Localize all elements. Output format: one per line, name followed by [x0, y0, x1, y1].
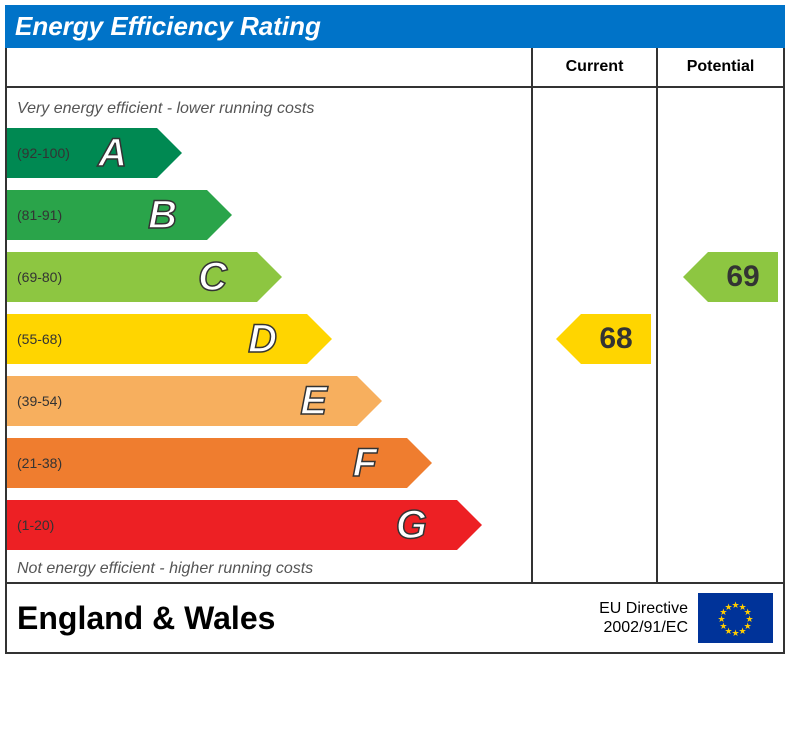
band-letter-a: A	[98, 131, 127, 176]
band-row-c: (69-80)C.band[data-name="band-c"]::after…	[7, 246, 531, 308]
band-range-f: (21-38)	[7, 455, 62, 471]
chart-body: Very energy efficient - lower running co…	[5, 48, 785, 584]
potential-value: 69.arrow-body[data-name="potential-value…	[708, 252, 778, 302]
region-label: England & Wales	[17, 600, 599, 637]
band-letter-c: C	[198, 255, 227, 300]
footer: England & Wales EU Directive 2002/91/EC …	[5, 584, 785, 654]
bands-body: Very energy efficient - lower running co…	[7, 88, 531, 582]
band-letter-d: D	[248, 317, 277, 362]
potential-header: Potential	[658, 48, 783, 88]
band-letter-b: B	[148, 193, 177, 238]
band-row-d: (55-68)D.band[data-name="band-d"]::after…	[7, 308, 531, 370]
eu-flag-icon: ★★★★★★★★★★★★	[698, 593, 773, 643]
potential-column: Potential 69.arrow-body[data-name="poten…	[658, 48, 783, 582]
band-range-b: (81-91)	[7, 207, 62, 223]
band-letter-e: E	[300, 379, 327, 424]
epc-chart: Energy Efficiency Rating Very energy eff…	[5, 5, 785, 654]
directive-label: EU Directive 2002/91/EC	[599, 599, 688, 637]
band-a: (92-100)A.band[data-name="band-a"]::afte…	[7, 128, 157, 178]
band-letter-f: F	[353, 441, 377, 486]
band-f: (21-38)F.band[data-name="band-f"]::after…	[7, 438, 407, 488]
chart-title: Energy Efficiency Rating	[15, 11, 321, 41]
bands-column: Very energy efficient - lower running co…	[7, 48, 533, 582]
title-bar: Energy Efficiency Rating	[5, 5, 785, 48]
current-value: 68.arrow-body[data-name="current-value"]…	[581, 314, 651, 364]
directive-line2: 2002/91/EC	[603, 619, 688, 636]
band-row-a: (92-100)A.band[data-name="band-a"]::afte…	[7, 122, 531, 184]
band-e: (39-54)E.band[data-name="band-e"]::after…	[7, 376, 357, 426]
potential-marker: 69.arrow-body[data-name="potential-value…	[708, 252, 778, 302]
directive-line1: EU Directive	[599, 600, 688, 617]
current-marker: 68.arrow-body[data-name="current-value"]…	[581, 314, 651, 364]
band-range-d: (55-68)	[7, 331, 62, 347]
band-d: (55-68)D.band[data-name="band-d"]::after…	[7, 314, 307, 364]
band-range-c: (69-80)	[7, 269, 62, 285]
band-row-e: (39-54)E.band[data-name="band-e"]::after…	[7, 370, 531, 432]
band-row-f: (21-38)F.band[data-name="band-f"]::after…	[7, 432, 531, 494]
band-row-b: (81-91)B.band[data-name="band-b"]::after…	[7, 184, 531, 246]
band-range-g: (1-20)	[7, 517, 54, 533]
band-c: (69-80)C.band[data-name="band-c"]::after…	[7, 252, 257, 302]
bands-header-spacer	[7, 48, 531, 88]
band-range-a: (92-100)	[7, 145, 70, 161]
band-b: (81-91)B.band[data-name="band-b"]::after…	[7, 190, 207, 240]
current-body: 68.arrow-body[data-name="current-value"]…	[533, 88, 656, 582]
current-column: Current 68.arrow-body[data-name="current…	[533, 48, 658, 582]
current-header: Current	[533, 48, 656, 88]
band-g: (1-20)G.band[data-name="band-g"]::after{…	[7, 500, 457, 550]
band-row-g: (1-20)G.band[data-name="band-g"]::after{…	[7, 494, 531, 556]
inefficient-label: Not energy efficient - higher running co…	[7, 556, 531, 582]
band-letter-g: G	[396, 503, 427, 548]
efficient-label: Very energy efficient - lower running co…	[7, 96, 531, 122]
potential-body: 69.arrow-body[data-name="potential-value…	[658, 88, 783, 582]
band-range-e: (39-54)	[7, 393, 62, 409]
